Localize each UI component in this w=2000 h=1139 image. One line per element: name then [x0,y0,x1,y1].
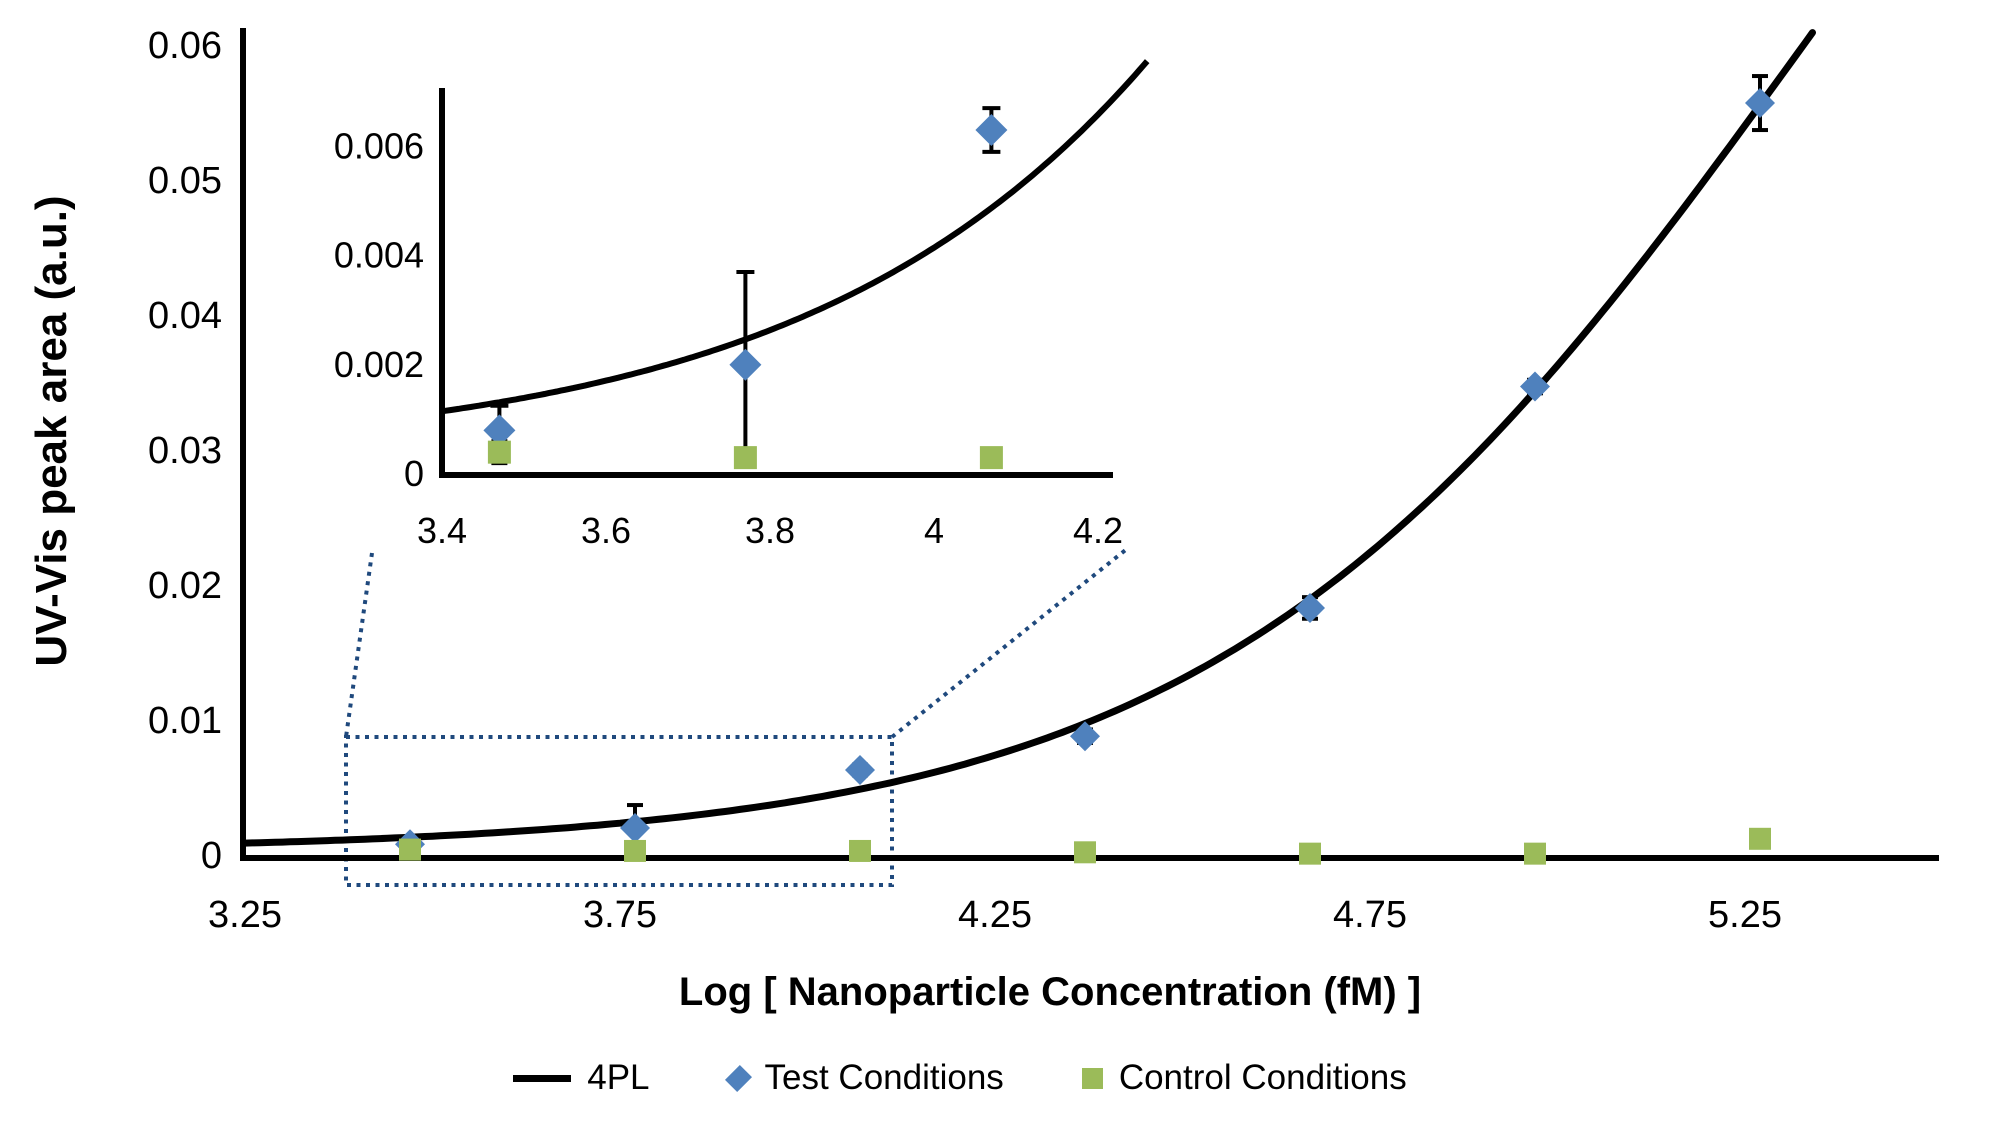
inset-fit-curve [441,59,1150,415]
x-tick-label: 4.25 [958,894,1032,936]
fit-curve-path-4pl [241,29,1816,847]
inset-test-point-marker [483,414,516,447]
control-point-marker [849,839,871,862]
y-tick-label: 0.06 [148,25,222,67]
inset-test-point-marker [975,114,1008,147]
inset-y-tick-label: 0.002 [334,344,424,385]
inset-test-point-marker [729,348,762,381]
inset-y-tick-label: 0.006 [334,125,424,166]
inset-x-tick-label: 4.2 [1073,510,1123,551]
fit-curve [241,29,1816,847]
legend-item-control: Control Conditions [1081,1058,1407,1098]
x-tick-label: 4.75 [1333,894,1407,936]
fit-line-icon [513,1074,572,1082]
control-point-marker [624,839,646,862]
y-tick-label: 0.02 [148,565,222,607]
control-point-marker [1749,827,1771,850]
control-point-marker [1299,842,1321,865]
inset-tick-labels: 0 0.002 0.004 0.006 3.4 3.6 3.8 4 4.2 [334,125,1123,551]
x-tick-label: 3.75 [583,894,657,936]
legend-item-test: Test Conditions [724,1058,1004,1098]
y-tick-label: 0 [201,835,222,877]
zoom-connector-right [890,546,1130,739]
x-axis-title: Log [ Nanoparticle Concentration (fM) ] [678,970,1422,1014]
inset-y-tick-label: 0.004 [334,235,424,276]
inset-x-tick-label: 3.4 [417,510,467,551]
control-point-marker [1074,841,1096,864]
y-tick-label: 0.05 [148,160,222,202]
diamond-marker-icon [724,1064,752,1092]
legend-item-4pl: 4PL [513,1058,650,1098]
zoom-region-rect [344,735,894,887]
inset-fit-curve-path [441,59,1150,415]
x-tick-label: 3.25 [208,894,282,936]
main-tick-labels: 0 0.01 0.02 0.03 0.04 0.05 0.06 3.25 3.75 4.25 4.7… [148,25,1782,936]
legend-label-control: Control Conditions [1118,1058,1407,1097]
x-tick-label: 5.25 [1708,894,1782,936]
test-point-marker [620,813,650,843]
test-point-marker [1520,371,1550,402]
inset-x-tick-label: 3.8 [745,510,795,551]
test-point-marker [1745,88,1775,119]
square-marker-icon [1081,1067,1103,1089]
main-markers [395,88,1775,865]
inset-control-point-marker [733,446,757,470]
inset-x-tick-label: 4 [924,510,944,551]
control-point-marker [399,838,421,861]
inset-control-point-marker [487,440,511,464]
test-point-marker [845,754,875,785]
test-point-marker [1295,592,1325,623]
inset-markers [483,114,1008,470]
inset-error-bars [490,106,1001,466]
control-point-marker [1524,842,1546,865]
inset-x-tick-label: 3.6 [581,510,631,551]
inset-axes [439,88,1113,478]
legend-label-4pl: 4PL [587,1058,650,1097]
inset-y-tick-label: 0 [404,453,424,494]
test-point-marker [1070,721,1100,752]
legend-label-test: Test Conditions [764,1058,1004,1097]
zoom-connector-left [344,552,374,738]
y-tick-label: 0.04 [148,295,222,337]
y-tick-label: 0.03 [148,430,222,472]
zoom-region-outline [344,546,1130,887]
y-axis-title: UV-Vis peak area (a.u.) [27,195,76,667]
legend: 4PL Test Conditions Control Conditions [0,1048,1920,1108]
y-tick-label: 0.01 [148,700,222,742]
inset-control-point-marker [979,446,1003,470]
